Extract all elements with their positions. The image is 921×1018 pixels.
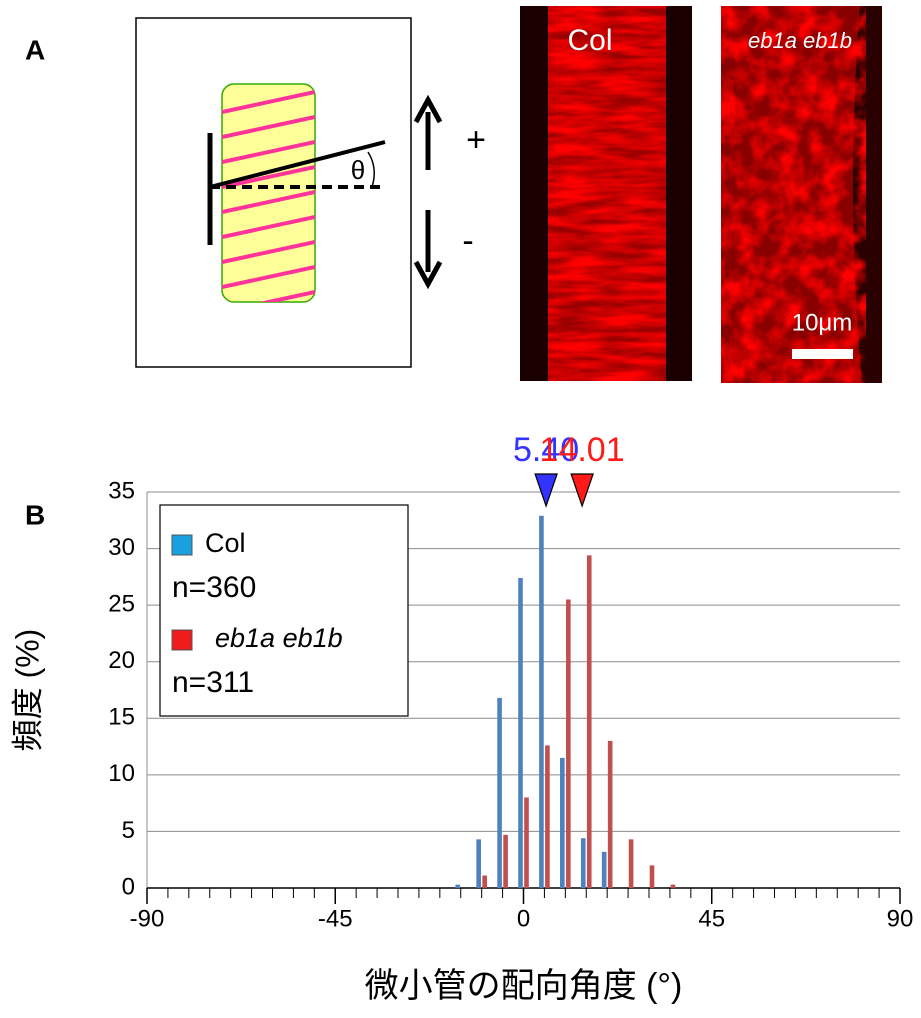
y-tick-label: 25 xyxy=(108,590,135,617)
bar xyxy=(539,515,544,888)
image-label: eb1a eb1b xyxy=(748,28,852,53)
y-tick-label: 20 xyxy=(108,647,135,674)
bar xyxy=(497,697,502,888)
legend-swatch xyxy=(171,534,193,556)
image-label: Col xyxy=(567,24,612,57)
bar xyxy=(607,740,613,888)
y-tick-label: 5 xyxy=(122,817,135,844)
bar xyxy=(545,745,550,888)
bar xyxy=(580,838,586,888)
bar xyxy=(503,834,508,888)
panel-label: A xyxy=(25,34,45,65)
legend-label: Col xyxy=(205,528,246,558)
scale-bar xyxy=(792,349,853,359)
bar xyxy=(518,577,523,888)
x-tick-label: -90 xyxy=(130,905,165,932)
mean-label: 14.01 xyxy=(540,431,625,469)
y-tick-label: 10 xyxy=(108,760,135,787)
x-axis-label: 微小管の配向角度 (°) xyxy=(365,967,683,1005)
legend-frame xyxy=(159,504,409,717)
micrograph-mutant: eb1a eb1b 10μm xyxy=(721,6,882,383)
bar xyxy=(586,555,592,888)
microtubules xyxy=(222,90,315,302)
legend-note: n=360 xyxy=(172,571,256,604)
bar xyxy=(476,839,481,888)
scale-bar-label: 10μm xyxy=(792,309,853,336)
minus-label: - xyxy=(462,222,473,260)
bar xyxy=(482,875,487,888)
diagram: θ + - xyxy=(135,17,486,368)
angle-label: θ xyxy=(351,155,365,185)
y-tick-label: 35 xyxy=(108,477,135,504)
arrows xyxy=(413,94,443,290)
bar xyxy=(524,797,529,888)
x-tick-label: 0 xyxy=(517,905,530,932)
bar xyxy=(566,599,571,888)
micrograph-col: Col xyxy=(520,6,692,381)
legend: Col n=360 eb1a eb1b n=311 xyxy=(159,504,409,717)
y-tick-label: 0 xyxy=(122,873,135,900)
angle-arc xyxy=(367,151,375,188)
bar xyxy=(455,884,461,888)
angle-line xyxy=(209,140,386,189)
legend-label: eb1a eb1b xyxy=(215,623,343,653)
y-tick-label: 15 xyxy=(108,704,135,731)
bar xyxy=(628,839,634,888)
y-tick-label: 30 xyxy=(108,534,135,561)
legend-swatch xyxy=(171,629,193,651)
bar xyxy=(560,757,565,888)
mean-label: 5.40 xyxy=(513,431,579,469)
panel-label: B xyxy=(25,499,45,530)
legend-note: n=311 xyxy=(172,666,254,699)
bar xyxy=(601,851,607,888)
x-tick-label: -45 xyxy=(318,905,353,932)
mean-marker xyxy=(534,473,558,508)
plus-label: + xyxy=(466,121,486,159)
x-tick-label: 90 xyxy=(887,905,914,932)
x-tick-label: 45 xyxy=(698,905,725,932)
y-axis-label: 頻度 (%) xyxy=(9,629,45,752)
bar xyxy=(649,865,655,888)
mean-marker xyxy=(570,473,594,508)
bar xyxy=(670,884,676,888)
